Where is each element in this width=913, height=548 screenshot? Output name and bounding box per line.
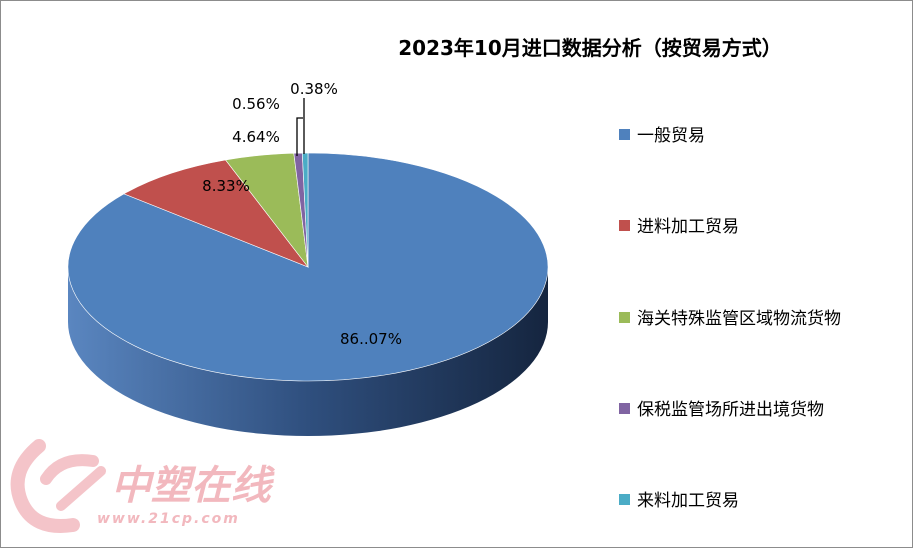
- pie-slices: [67, 152, 549, 382]
- legend-swatch-bonded-supervision: [619, 403, 630, 414]
- data-label-general-trade: 86..07%: [340, 330, 402, 348]
- legend-swatch-processing-supplied: [619, 494, 630, 505]
- data-label-customs-special-zone: 4.64%: [232, 128, 280, 146]
- pie-slice-general-trade: [67, 152, 549, 382]
- data-label-bonded-supervision: 0.56%: [232, 95, 280, 113]
- legend-label-customs-special-zone: 海关特殊监管区域物流货物: [637, 309, 841, 329]
- data-label-processing-supplied: 0.38%: [290, 80, 338, 98]
- legend: 一般贸易 进料加工贸易 海关特殊监管区域物流货物 保税监管场所进出境货物 来料加…: [619, 126, 841, 511]
- legend-label-bonded-supervision: 保税监管场所进出境货物: [637, 400, 824, 420]
- watermark-url: www.21cp.com: [97, 511, 240, 527]
- chart-title: 2023年10月进口数据分析（按贸易方式）: [398, 36, 782, 60]
- legend-label-general-trade: 一般贸易: [637, 126, 705, 146]
- pie-slice-processing-supplied: [301, 152, 309, 268]
- pie-slice-processing-imported: [123, 159, 309, 268]
- leader-lines: [296, 98, 305, 156]
- watermark-logo-icon: [10, 439, 106, 533]
- data-labels: 86..07% 8.33% 4.64% 0.56% 0.38%: [202, 80, 402, 348]
- watermark-name: 中塑在线: [111, 463, 275, 509]
- leader-line-bonded-supervision: [296, 117, 303, 156]
- watermark: 中塑在线 www.21cp.com: [10, 439, 275, 533]
- data-label-processing-imported: 8.33%: [202, 177, 250, 195]
- legend-swatch-customs-special-zone: [619, 312, 630, 323]
- legend-label-processing-supplied: 来料加工贸易: [637, 491, 739, 511]
- legend-label-processing-imported: 进料加工贸易: [637, 217, 739, 237]
- legend-swatch-processing-imported: [619, 220, 630, 231]
- pie-side-wall: [68, 267, 548, 436]
- legend-swatch-general-trade: [619, 129, 630, 140]
